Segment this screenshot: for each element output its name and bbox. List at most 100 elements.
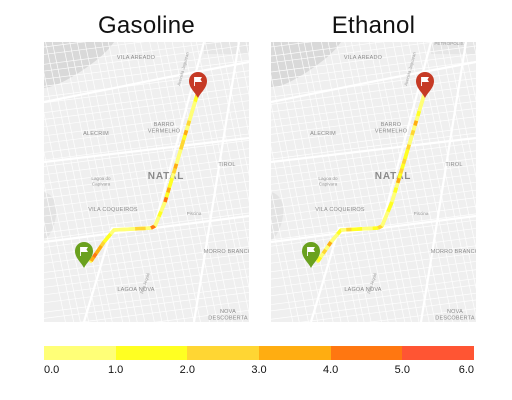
route-segment (169, 177, 174, 184)
street (271, 42, 437, 64)
street (171, 42, 233, 322)
route-segment (324, 244, 330, 251)
label-natal: NATAL (375, 171, 411, 182)
street (271, 197, 476, 224)
street (439, 42, 476, 211)
street (271, 85, 476, 113)
route-segment (184, 124, 190, 131)
route-emission-segments (89, 91, 200, 263)
street (44, 71, 98, 322)
street (272, 42, 334, 322)
marker-pin (302, 242, 320, 268)
route-segment (171, 168, 177, 174)
street (44, 125, 249, 153)
street (84, 42, 146, 322)
marker-flag-pole (307, 247, 308, 256)
street (196, 42, 249, 290)
street (44, 59, 249, 87)
route-segment (183, 129, 189, 136)
label-morro-branco: MORRO BRANCO (431, 249, 476, 255)
marker-flag (80, 247, 88, 252)
route-segment (186, 120, 192, 126)
gasoline-map-canvas[interactable]: VILA AREADO BARRO VERMELHO ALECRIM TIROL NATA… (44, 42, 249, 322)
route-segment (417, 105, 423, 112)
street (271, 269, 476, 297)
street (271, 142, 476, 170)
avenue (271, 136, 476, 164)
legend-tick: 2.0 (179, 364, 195, 376)
route-segment (187, 115, 193, 122)
gasoline-map[interactable]: VILA AREADO BARRO VERMELHO ALECRIM TIROL NATA… (44, 42, 249, 322)
marker-pin (75, 242, 93, 268)
label-piscina: Piscina (187, 211, 202, 216)
route-segment (179, 144, 184, 150)
route-segment (380, 220, 386, 227)
ethanol-panel-title: Ethanol (331, 12, 416, 39)
street (271, 61, 476, 88)
street (44, 111, 90, 322)
legend-tick: 3.0 (251, 364, 267, 376)
route-segment (418, 101, 424, 107)
street (271, 252, 476, 280)
street (44, 150, 81, 322)
label-lagoa-capivara: Lagoa do Capivara (318, 176, 338, 186)
route-segment (167, 182, 173, 189)
street (271, 100, 476, 128)
route-segment (150, 224, 156, 230)
avenue (44, 136, 249, 164)
street (44, 212, 249, 240)
street (431, 42, 476, 250)
street (280, 42, 342, 322)
label-morro-branco: MORRO BRANCO (204, 249, 249, 255)
street (44, 276, 249, 304)
legend-swatch (44, 346, 116, 360)
route-segment (336, 228, 343, 236)
street (44, 246, 249, 273)
street (107, 42, 169, 322)
route-segment (164, 191, 170, 198)
legend-tick-labels: 0.0 1.0 2.0 3.0 4.0 5.0 6.0 (44, 364, 474, 380)
street (124, 42, 186, 322)
street (44, 70, 249, 98)
legend-tick: 6.0 (458, 364, 474, 376)
street (457, 42, 476, 129)
marker-flag (421, 77, 429, 82)
route-segment (170, 172, 176, 179)
street (44, 133, 249, 161)
street (271, 164, 476, 192)
street (271, 116, 476, 143)
street (358, 42, 420, 322)
street-grid (271, 42, 476, 322)
street (44, 109, 249, 137)
street (44, 93, 249, 120)
street (271, 126, 476, 154)
avenue (44, 60, 249, 104)
route-segment (398, 168, 404, 174)
route-segment (406, 144, 411, 150)
route-segment (99, 240, 106, 247)
label-nova-descoberta: NOVA DESCOBERTA (208, 309, 248, 321)
street (271, 150, 476, 178)
street (271, 73, 325, 322)
route-segment (407, 139, 413, 146)
street (228, 42, 249, 136)
route-segment (319, 252, 325, 259)
street (44, 253, 249, 280)
street (271, 93, 476, 121)
street (271, 292, 476, 320)
ethanol-map[interactable]: VILA AREADO BARRO VERMELHO ALECRIM TIROL NATA… (271, 42, 476, 322)
label-barro-vermelho: BARRO VERMELHO (148, 122, 181, 134)
route-segment (109, 228, 116, 236)
route-segment (92, 252, 98, 259)
route-segment (176, 153, 182, 160)
street (51, 42, 113, 322)
route-segment (190, 105, 196, 112)
street (400, 42, 462, 322)
ethanol-map-canvas[interactable]: VILA AREADO BARRO VERMELHO ALECRIM TIROL NATA… (271, 42, 476, 322)
marker-flag-pole (194, 77, 195, 86)
legend-tick: 1.0 (108, 364, 124, 376)
start-flag-marker-icon (302, 242, 320, 268)
road-label-rota: Rua Jequié (139, 272, 151, 295)
street (69, 42, 131, 322)
street (94, 42, 155, 322)
